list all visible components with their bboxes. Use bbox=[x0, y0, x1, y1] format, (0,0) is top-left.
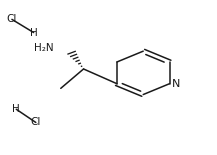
Text: H: H bbox=[12, 104, 20, 114]
Text: Cl: Cl bbox=[31, 117, 41, 127]
Text: H₂N: H₂N bbox=[34, 43, 53, 53]
Text: H: H bbox=[30, 28, 38, 38]
Text: N: N bbox=[172, 80, 181, 89]
Text: Cl: Cl bbox=[7, 14, 17, 24]
